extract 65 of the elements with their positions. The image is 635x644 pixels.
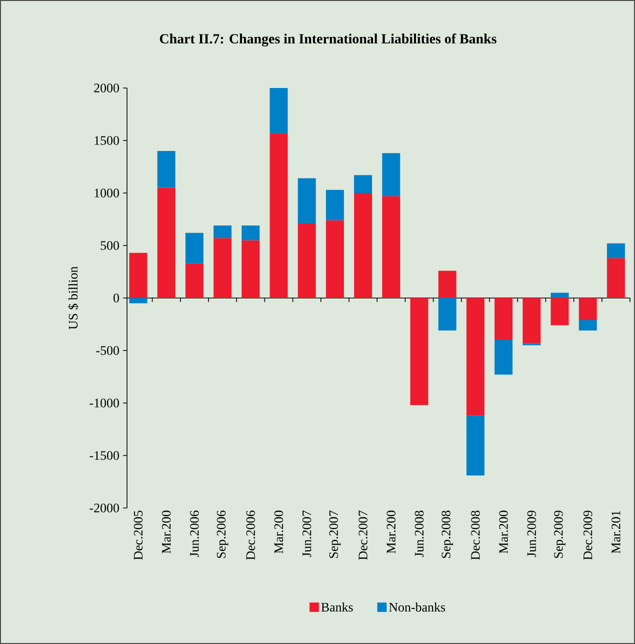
bar	[298, 178, 316, 224]
bar	[354, 175, 372, 193]
bar	[214, 226, 232, 238]
bar	[185, 232, 204, 264]
bar	[550, 298, 569, 326]
x-tick-label: Dec.2005	[134, 510, 143, 560]
bar	[270, 88, 288, 134]
bar	[438, 270, 456, 298]
x-tick-label: Mar.200	[499, 510, 508, 554]
y-axis-title: US $ billion	[68, 266, 78, 330]
bar	[326, 190, 344, 220]
x-tick-label: Mar.200	[274, 510, 284, 554]
bar	[466, 416, 484, 476]
bar	[185, 263, 204, 298]
bar	[242, 226, 260, 240]
bar	[354, 192, 372, 298]
y-tick-label: 1500	[94, 136, 119, 145]
bar	[382, 196, 400, 298]
x-tick-label: Mar.200	[386, 510, 396, 554]
bar	[606, 243, 625, 258]
x-tick-label: Jun.2006	[190, 510, 199, 558]
bar	[522, 298, 541, 344]
legend-label: Banks	[321, 602, 353, 612]
x-tick-label: Dec.2007	[358, 510, 368, 560]
bar	[606, 258, 625, 298]
y-tick-label: -2000	[90, 504, 119, 512]
bar	[438, 298, 456, 331]
y-tick-label: -500	[96, 346, 119, 355]
x-tick-label: Dec.2009	[583, 510, 592, 560]
bar	[382, 153, 400, 196]
x-tick-label: Dec.2006	[246, 510, 256, 560]
bar	[157, 188, 176, 298]
bar	[578, 298, 597, 320]
bar	[326, 220, 344, 298]
x-tick-label: Jun.2009	[527, 510, 536, 558]
bar	[157, 150, 176, 188]
bar	[494, 340, 513, 375]
x-tick-label: Sep.2008	[442, 510, 454, 558]
y-tick-label: 1000	[94, 188, 119, 198]
y-tick-label: 2000	[94, 84, 119, 92]
chart-title: Chart II.7: Changes in International Liabilities of Banks	[160, 34, 496, 46]
bar	[550, 292, 569, 298]
x-tick-label: Mar.200	[162, 510, 171, 554]
bar	[298, 223, 316, 298]
bar	[242, 240, 260, 298]
bar	[270, 133, 288, 298]
bar	[578, 320, 597, 331]
x-tick-label: Dec.2008	[471, 510, 480, 560]
x-tick-label: Jun.2008	[414, 510, 424, 558]
y-tick-label: -1500	[90, 451, 119, 460]
legend-label: Non-banks	[389, 602, 446, 612]
bar	[494, 298, 513, 340]
x-tick-label: Sep.2007	[329, 510, 341, 558]
bar	[129, 252, 148, 298]
y-tick-label: -1000	[90, 398, 119, 408]
y-tick-label: 0	[114, 294, 119, 302]
bar	[466, 298, 484, 416]
x-tick-label: Sep.2009	[554, 510, 566, 558]
y-tick-label: 500	[100, 241, 119, 250]
x-tick-label: Mar.201	[612, 510, 620, 554]
bar	[129, 298, 148, 304]
x-tick-label: Sep.2006	[216, 510, 228, 558]
bar	[410, 298, 428, 406]
bar	[214, 238, 232, 298]
x-tick-label: Jun.2007	[302, 510, 312, 558]
